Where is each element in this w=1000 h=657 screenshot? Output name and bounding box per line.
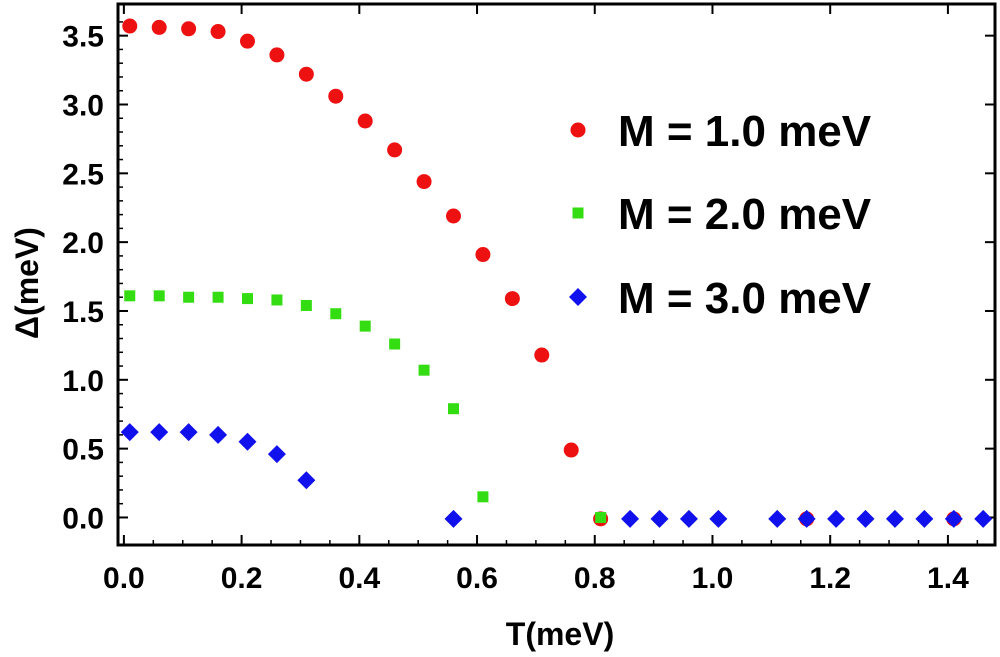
data-point [357, 113, 373, 129]
series-square [124, 290, 607, 523]
data-point [915, 509, 934, 528]
data-point [475, 247, 491, 263]
data-point [768, 509, 787, 528]
y-tick-label: 3.5 [62, 21, 104, 54]
y-tick-label: 2.0 [62, 227, 104, 260]
y-axis-title: Δ(meV) [9, 227, 45, 339]
data-point [300, 299, 312, 311]
data-point [124, 290, 136, 302]
data-point [298, 66, 314, 82]
y-axis-tick-labels: 0.0 0.5 1.0 1.5 2.0 2.5 3.0 3.5 [62, 21, 104, 536]
data-point [387, 142, 403, 158]
y-tick-label: 1.0 [62, 365, 104, 398]
legend-item: M = 2.0 meV [572, 190, 872, 239]
data-point [563, 442, 579, 458]
data-point [856, 509, 875, 528]
data-points [120, 18, 993, 528]
plot-area [116, 2, 997, 547]
legend-label: M = 1.0 meV [618, 107, 872, 156]
data-point [269, 47, 285, 63]
legend-label: M = 3.0 meV [618, 274, 872, 323]
data-point [328, 88, 344, 104]
axis-ticks [118, 4, 995, 545]
data-point [504, 291, 520, 307]
data-point [595, 511, 607, 523]
data-point [534, 347, 550, 363]
data-point [650, 509, 669, 528]
data-point [359, 320, 371, 332]
data-point [447, 403, 459, 415]
y-tick-label: 3.0 [62, 89, 104, 122]
data-point [621, 509, 640, 528]
y-tick-label: 0.0 [62, 502, 104, 535]
data-point [827, 509, 846, 528]
y-tick-label: 0.5 [62, 434, 104, 467]
data-point [271, 294, 283, 306]
data-point [330, 308, 342, 320]
data-point [885, 509, 904, 528]
series-diamond [120, 423, 993, 528]
x-tick-label: 0.0 [103, 562, 145, 595]
data-point [477, 491, 489, 503]
data-point [445, 208, 461, 224]
data-point [122, 18, 138, 34]
legend-marker [572, 207, 584, 219]
data-point [389, 338, 401, 350]
x-tick-label: 0.8 [574, 562, 616, 595]
x-axis-title: T(meV) [506, 616, 614, 652]
legend-label: M = 2.0 meV [618, 190, 872, 239]
y-tick-label: 1.5 [62, 296, 104, 329]
data-point [209, 425, 228, 444]
data-point [974, 509, 993, 528]
data-point [418, 364, 430, 376]
data-point [679, 509, 698, 528]
x-tick-label: 1.2 [809, 562, 851, 595]
x-tick-label: 0.6 [456, 562, 498, 595]
data-point [297, 471, 316, 490]
data-point [238, 432, 257, 451]
plot-frame [116, 2, 997, 547]
y-tick-label: 2.5 [62, 158, 104, 191]
data-point [179, 423, 198, 442]
legend: M = 1.0 meV M = 2.0 meV M = 3.0 meV [569, 107, 872, 323]
data-point [181, 21, 197, 37]
series-circle [122, 18, 962, 527]
data-point [944, 509, 963, 528]
legend-marker [570, 122, 586, 138]
data-point [212, 291, 224, 303]
data-point [241, 293, 253, 305]
data-point [120, 423, 139, 442]
data-point [267, 445, 286, 464]
x-tick-label: 0.4 [338, 562, 380, 595]
legend-marker [569, 288, 587, 306]
data-point [183, 291, 195, 303]
x-tick-label: 1.0 [692, 562, 734, 595]
x-tick-label: 1.4 [927, 562, 969, 595]
legend-item: M = 1.0 meV [570, 107, 872, 156]
data-point [150, 423, 169, 442]
data-point [797, 509, 816, 528]
data-point [444, 509, 463, 528]
data-point [153, 290, 165, 302]
data-point [210, 24, 226, 40]
x-tick-label: 0.2 [221, 562, 263, 595]
data-point [151, 19, 167, 35]
data-point [416, 174, 432, 190]
x-axis-tick-labels: 0.0 0.2 0.4 0.6 0.8 1.0 1.2 1.4 [103, 562, 969, 595]
legend-item: M = 3.0 meV [569, 274, 872, 323]
data-point [239, 33, 255, 49]
data-point [709, 509, 728, 528]
